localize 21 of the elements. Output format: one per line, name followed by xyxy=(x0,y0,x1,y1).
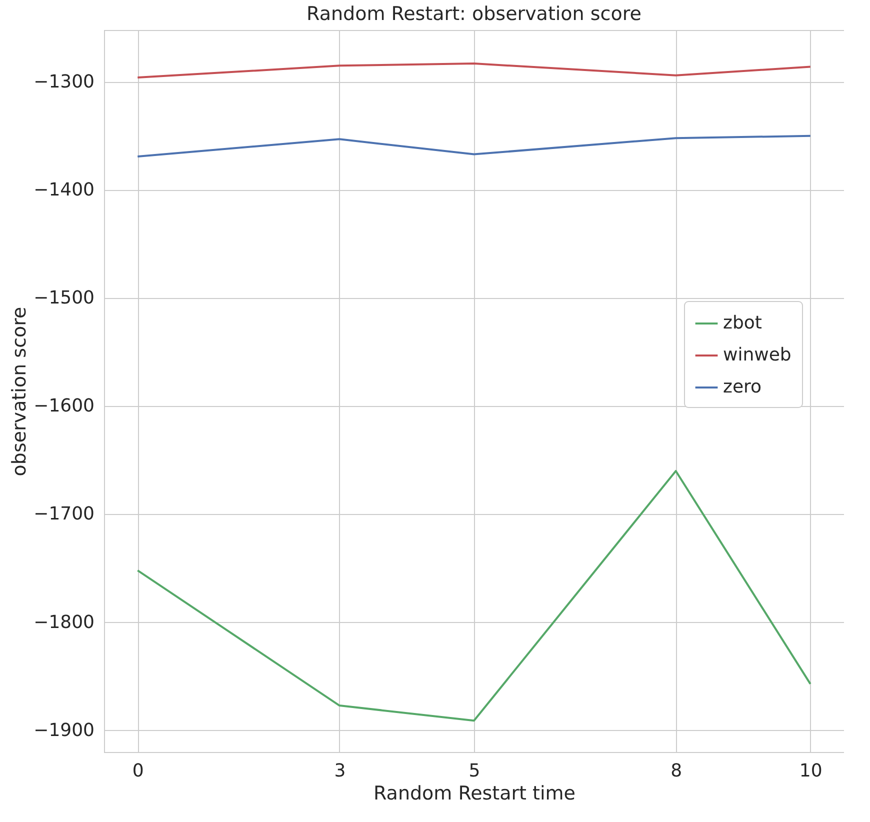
legend-label: zero xyxy=(723,376,762,398)
chart-title: Random Restart: observation score xyxy=(306,3,642,25)
x-tick-label: 10 xyxy=(799,760,822,782)
y-axis-title: observation score xyxy=(8,306,31,476)
x-axis-title: Random Restart time xyxy=(374,782,576,804)
line-series xyxy=(136,62,812,79)
legend-label: zbot xyxy=(723,312,762,334)
line-series xyxy=(136,134,812,158)
line-series xyxy=(136,470,812,722)
x-tick-label: 5 xyxy=(468,760,480,782)
y-tick-label: −1600 xyxy=(34,396,94,417)
x-tick-label: 8 xyxy=(670,760,682,782)
y-tick-label: −1500 xyxy=(34,288,94,309)
x-tick-label: 0 xyxy=(132,760,144,782)
y-tick-label: −1300 xyxy=(34,71,94,92)
x-tick-label: 3 xyxy=(334,760,346,782)
y-tick-label: −1900 xyxy=(34,720,94,741)
y-tick-label: −1800 xyxy=(34,612,94,633)
legend-label: winweb xyxy=(723,344,792,366)
y-tick-label: −1400 xyxy=(34,179,94,200)
y-tick-label: −1700 xyxy=(34,504,94,525)
